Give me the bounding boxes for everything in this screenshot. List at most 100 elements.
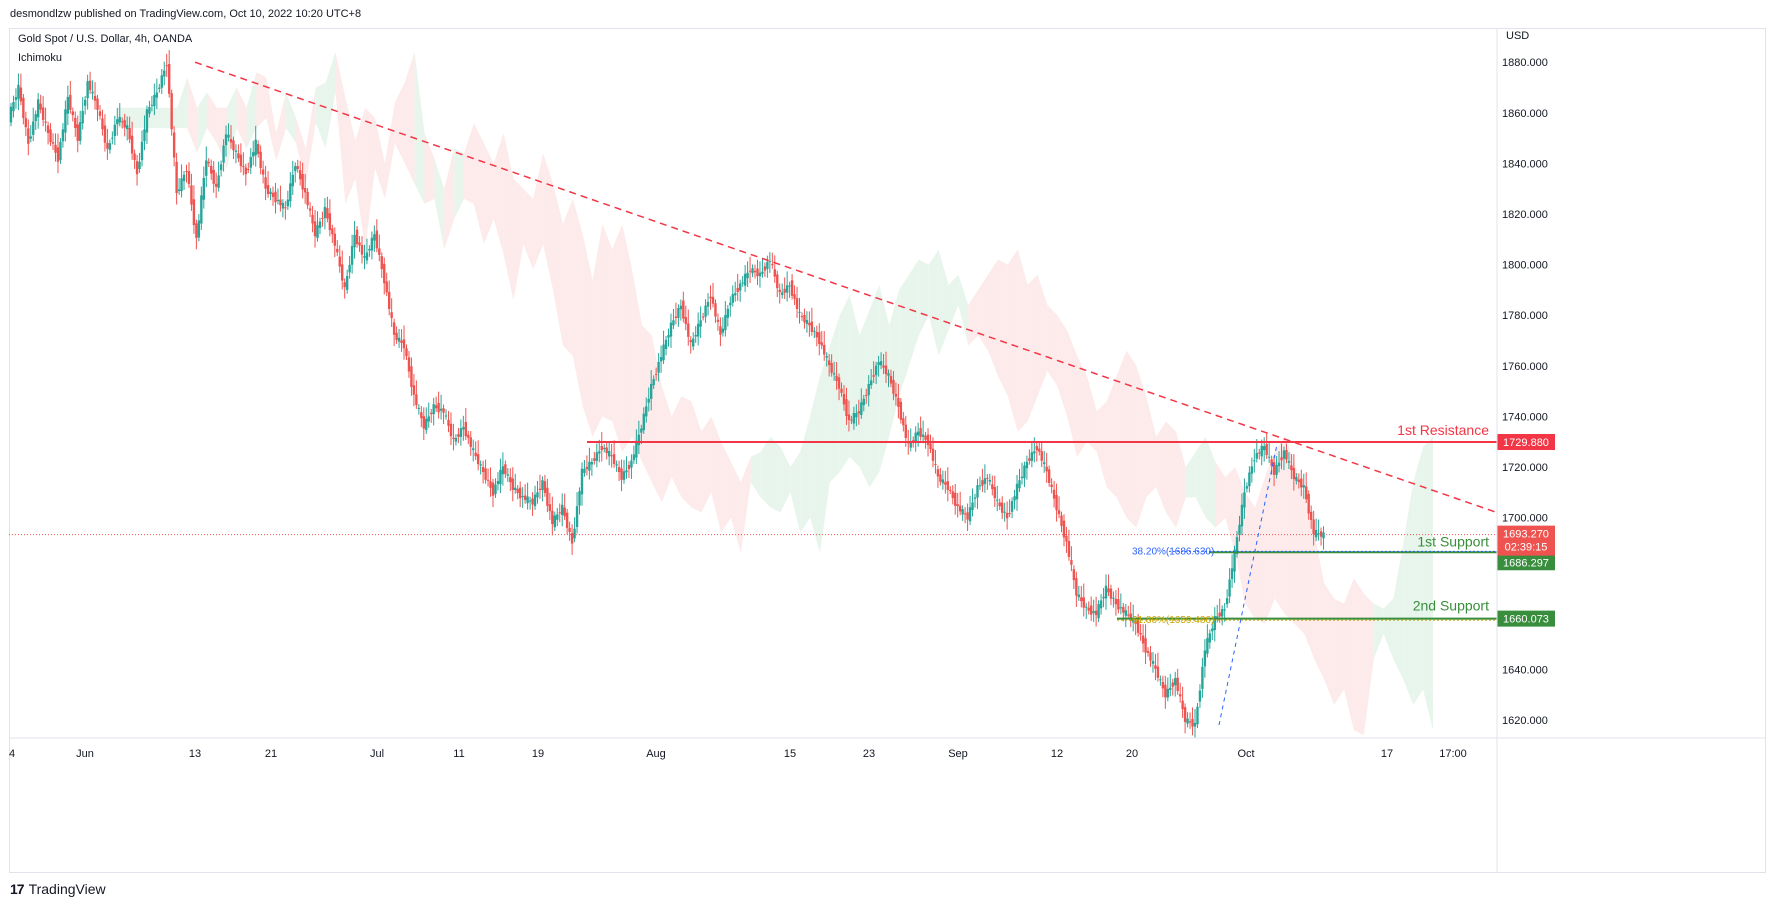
candle-body	[916, 431, 920, 436]
cloud-segment	[1393, 542, 1404, 680]
candle-body	[54, 144, 57, 153]
cloud-segment	[1383, 598, 1394, 660]
candle-body	[904, 424, 907, 439]
candle-body	[1287, 461, 1291, 463]
candle-body	[798, 311, 801, 313]
candle-body	[719, 326, 722, 335]
candle-body	[163, 70, 166, 77]
candle-body	[1052, 489, 1056, 499]
cloud-segment	[305, 87, 316, 184]
cloud-segment	[1413, 446, 1424, 705]
candle-body	[1136, 620, 1140, 633]
candle-body	[531, 498, 534, 505]
candle-body	[793, 294, 796, 299]
candle-body	[689, 339, 692, 343]
candle-body	[603, 447, 606, 449]
candle-body	[113, 124, 117, 137]
candle-body	[548, 504, 552, 512]
candle-body	[528, 500, 532, 502]
candle-body	[1240, 504, 1244, 527]
candle-body	[1235, 537, 1239, 554]
candle-body	[56, 147, 60, 162]
cloud-segment	[819, 345, 830, 554]
cloud-segment	[790, 451, 801, 533]
candle-body	[654, 373, 658, 375]
candle-body	[1062, 520, 1066, 538]
current-price-tag	[1497, 525, 1555, 556]
candle-body	[81, 110, 84, 124]
candle-body	[464, 421, 468, 437]
candle-body	[511, 478, 514, 490]
cloud-segment	[1136, 365, 1147, 528]
candle-body	[1159, 679, 1162, 681]
symbol-title[interactable]: Gold Spot / U.S. Dollar, 4h, OANDA	[18, 33, 193, 45]
candle-body	[1171, 682, 1174, 687]
candle-body	[269, 191, 272, 194]
candle-body	[1290, 465, 1293, 471]
candle-body	[467, 434, 470, 438]
cloud-segment	[770, 436, 781, 513]
tradingview-logo[interactable]: 17 TradingView	[10, 881, 106, 897]
candle-body	[736, 287, 739, 293]
cloud-segment	[592, 224, 603, 437]
cloud-segment	[365, 107, 376, 250]
cloud-segment	[1205, 436, 1216, 528]
candle-body	[32, 121, 35, 135]
candle-body	[1129, 613, 1132, 621]
candle-body	[46, 125, 50, 134]
candle-body	[417, 407, 421, 409]
candle-body	[936, 469, 940, 477]
candle-body	[1109, 588, 1113, 599]
candle-body	[1104, 585, 1108, 599]
currency-label: USD	[1506, 30, 1529, 42]
candle-body	[486, 479, 490, 481]
candle-body	[123, 120, 126, 128]
candle-body	[237, 153, 240, 159]
candle-body	[865, 395, 868, 397]
candle-body	[565, 512, 569, 528]
candle-body	[93, 96, 97, 101]
candle-body	[551, 510, 554, 525]
candle-body	[1302, 485, 1305, 488]
candle-body	[627, 464, 631, 470]
candle-body	[1267, 456, 1271, 458]
cloud-segment	[246, 72, 257, 149]
candle-body	[726, 308, 730, 318]
cloud-segment	[928, 249, 939, 356]
candle-body	[116, 119, 119, 125]
candle-body	[1085, 606, 1088, 608]
candle-body	[474, 452, 477, 457]
candle-body	[983, 478, 987, 485]
chart-area[interactable]: 1st Resistance 1729.880 1st Support 1686.29…	[9, 28, 1766, 873]
candle-body	[165, 65, 168, 67]
candle-body	[850, 419, 853, 421]
cloud-segment	[968, 289, 979, 346]
cloud-segment	[1324, 583, 1335, 705]
candle-body	[523, 495, 527, 500]
candle-body	[919, 427, 922, 437]
candle-body	[951, 491, 954, 499]
cloud-segment	[1225, 467, 1236, 554]
candle-body	[1300, 478, 1303, 488]
candle-body	[986, 477, 989, 479]
candle-body	[973, 497, 977, 499]
candle-body	[1040, 451, 1043, 461]
candle-body	[210, 165, 213, 174]
cloud-segment	[1116, 350, 1127, 518]
candle-body	[457, 434, 460, 437]
cloud-segment	[1017, 249, 1028, 432]
candle-body	[296, 166, 299, 169]
cloud-segment	[721, 441, 731, 533]
candle-body	[583, 468, 586, 473]
candle-body	[751, 268, 754, 274]
candle-body	[743, 273, 747, 286]
candle-body	[299, 170, 302, 180]
candle-body	[1322, 532, 1325, 539]
indicator-label[interactable]: Ichimoku	[18, 52, 63, 64]
candle-body	[222, 145, 225, 163]
candle-body	[138, 161, 141, 169]
cloud-segment	[256, 72, 267, 128]
candle-body	[966, 512, 969, 520]
cloud-segment	[404, 52, 415, 184]
y-tick-label: 1760.000	[1502, 361, 1548, 373]
